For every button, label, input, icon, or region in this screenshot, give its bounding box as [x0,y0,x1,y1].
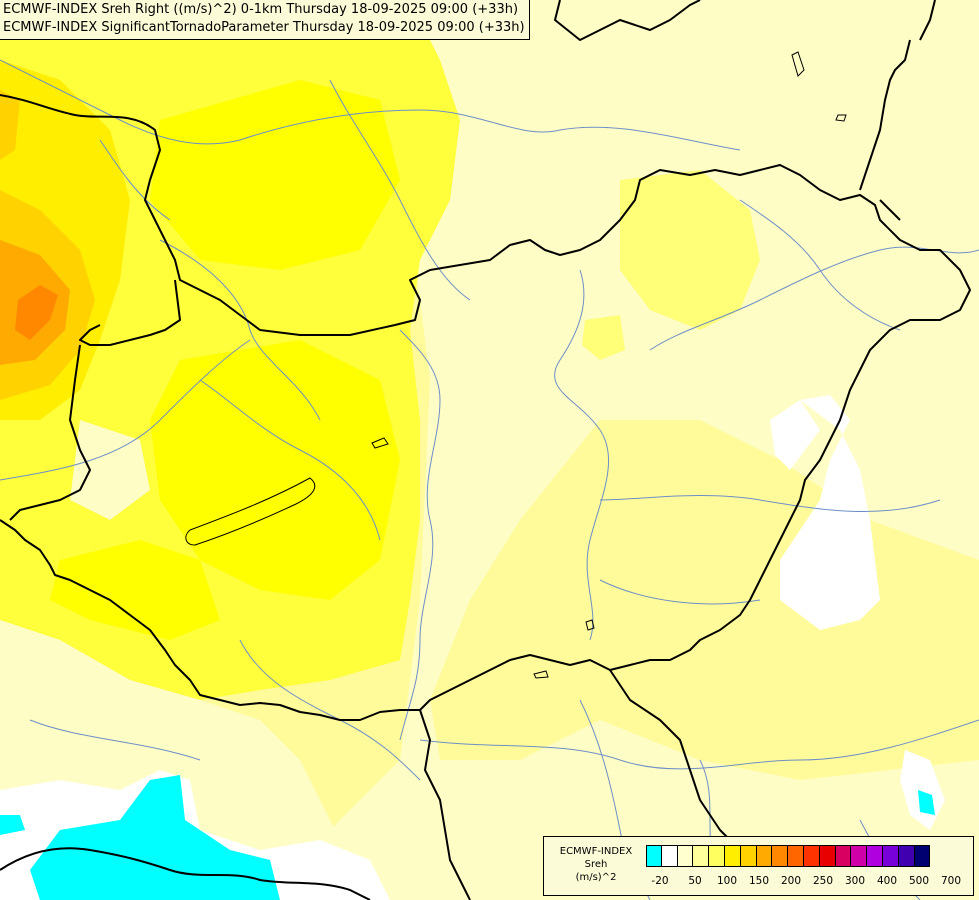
legend-swatches [646,845,931,867]
field-orange-core [15,285,58,340]
field-bright-south [50,540,220,640]
legend-tick-label: 100 [716,875,738,887]
field-cyan-southeast [918,790,935,815]
legend-title-line-2: Sreh [584,859,608,870]
legend-tick-label: 250 [812,875,834,887]
field-yellow-patch [620,170,760,330]
legend-swatch [646,845,662,867]
title-line-1: ECMWF-INDEX Sreh Right ((m/s)^2) 0-1km T… [3,2,519,17]
legend-swatch [661,845,678,867]
legend-swatch [867,845,883,867]
legend-swatch [677,845,694,867]
legend-swatch [756,845,773,867]
field-bright-north [150,80,400,270]
legend-swatch [693,845,710,867]
field-pale-west [70,420,150,520]
legend-swatch [835,845,852,867]
legend-swatch [803,845,820,867]
legend-swatch [788,845,804,867]
field-bright-center [150,340,400,600]
legend-swatch [740,845,757,867]
legend-tick-label: 300 [844,875,866,887]
legend-tick-label: 400 [876,875,898,887]
field-gold-edge [0,90,20,160]
legend-swatch [772,845,789,867]
field-cyan-south [30,775,280,900]
legend-swatch [914,845,931,867]
legend-swatch [898,845,915,867]
legend-tick-label: 50 [688,875,702,887]
legend-tick-label: 200 [780,875,802,887]
field-white-east-2 [770,400,820,470]
legend-swatch [709,845,725,867]
legend-tick-label: 150 [748,875,770,887]
legend-tick-label: 500 [908,875,930,887]
field-pale-east [330,0,979,900]
lakes [185,51,847,679]
field-pale-north [560,20,979,300]
header-box: ECMWF-INDEX Sreh Right ((m/s)^2) 0-1km T… [0,0,530,40]
legend-swatch [819,845,836,867]
field-yellow-dot [582,315,625,360]
legend-ticks: -20 50 100 150 200 250 300 400 500 700 [646,875,966,889]
legend-swatch [851,845,868,867]
field-cyan-west [0,815,25,835]
legend-swatch [882,845,899,867]
legend-tick-label: 700 [940,875,962,887]
legend-title-line-3: (m/s)^2 [575,872,617,883]
legend-title-line-1: ECMWF-INDEX [559,846,633,857]
color-legend: ECMWF-INDEX Sreh (m/s)^2 -20 50 100 150 200 2… [543,836,974,896]
legend-tick-label: -20 [651,875,669,887]
field-white-east [780,395,880,630]
legend-swatch [724,845,741,867]
title-line-2: ECMWF-INDEX SignificantTornadoParameter … [3,20,525,35]
legend-title: ECMWF-INDEX Sreh (m/s)^2 [548,845,644,884]
